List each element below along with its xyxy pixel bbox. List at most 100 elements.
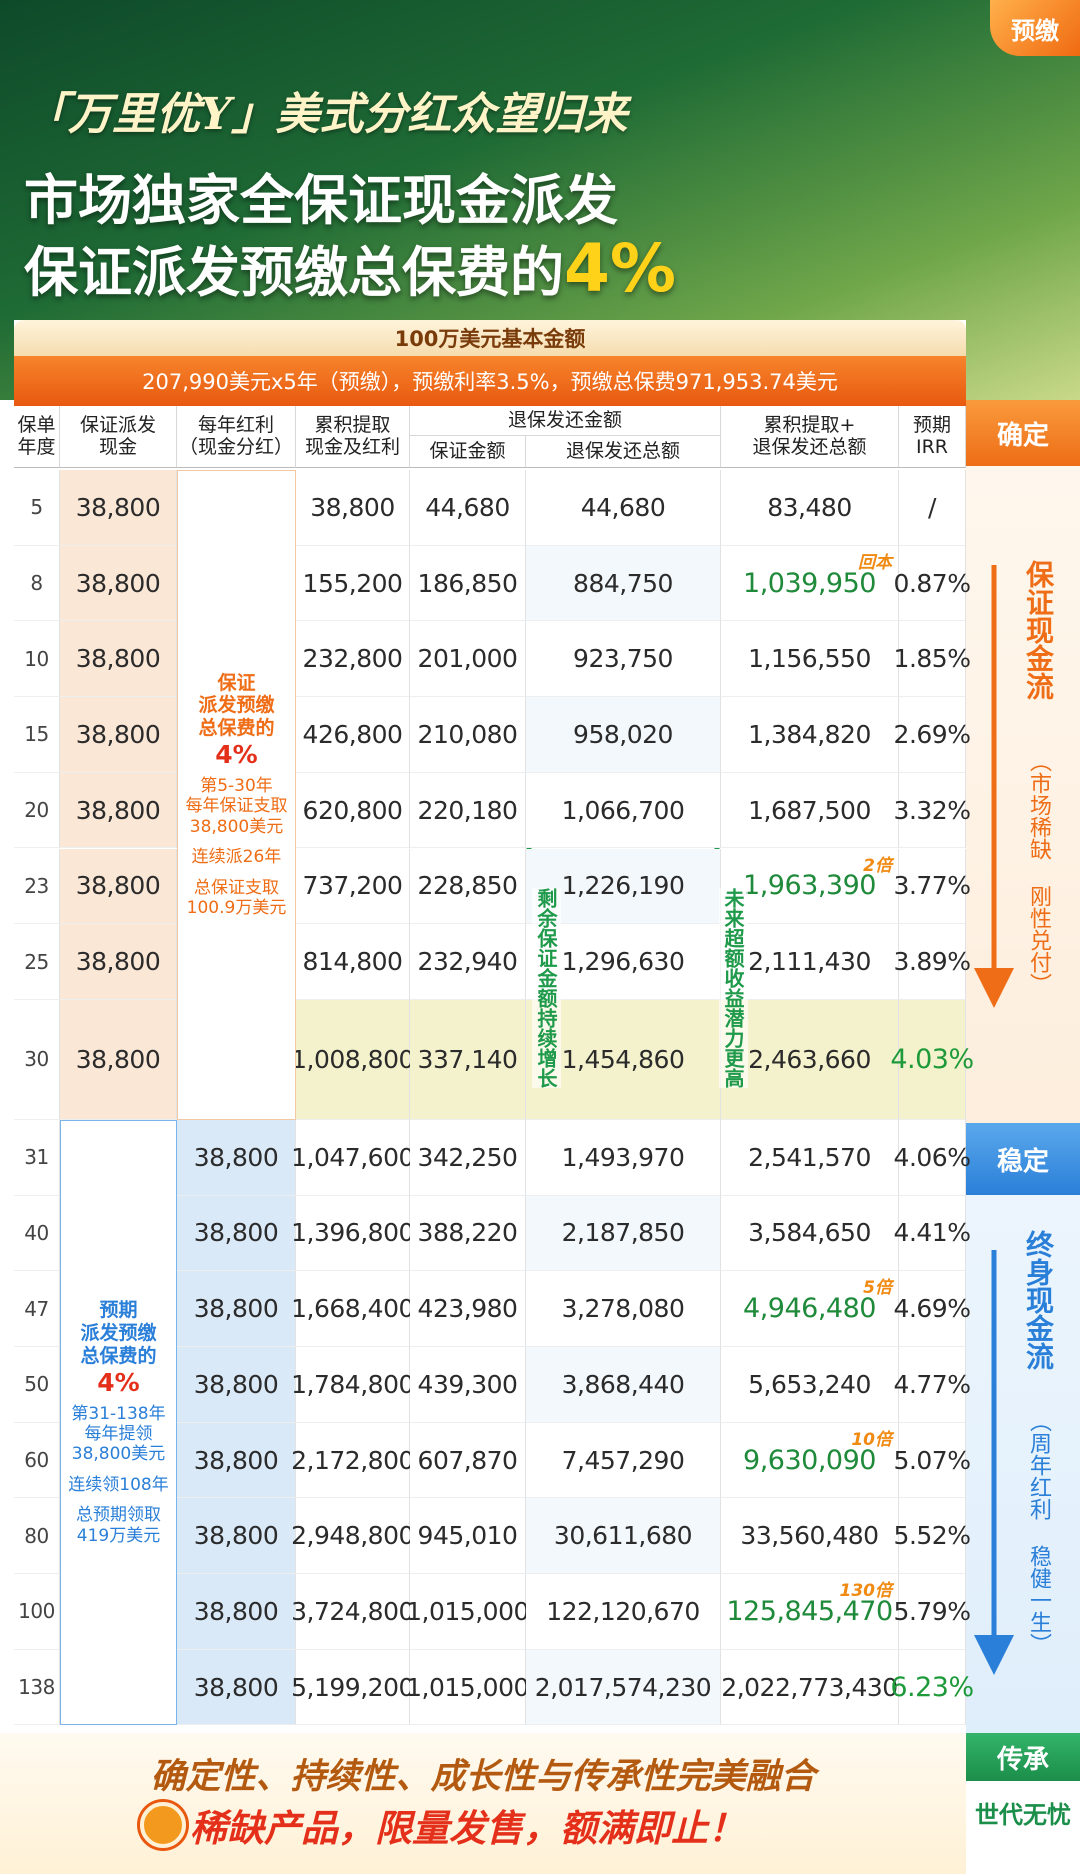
table-cell: 9,630,090 bbox=[721, 1422, 899, 1499]
footer-line-2: 稀缺产品，限量发售，额满即止！ bbox=[190, 1807, 745, 1850]
table-cell: 31 bbox=[14, 1119, 60, 1196]
table-cell: 2,111,430 bbox=[721, 924, 899, 1000]
clock-icon bbox=[140, 1802, 186, 1848]
table-cell: 337,140 bbox=[410, 999, 526, 1120]
header-line: IRR bbox=[915, 435, 948, 458]
table-cell: 38,800 bbox=[177, 1498, 296, 1575]
table-cell: 423,980 bbox=[410, 1271, 526, 1347]
table-cell: 7,457,290 bbox=[526, 1422, 721, 1499]
table-cell: 945,010 bbox=[410, 1498, 526, 1575]
table-cell: 3,278,080 bbox=[526, 1271, 721, 1347]
badge: 预缴 bbox=[990, 0, 1080, 56]
table-cell: 5.79% bbox=[894, 1574, 971, 1650]
tag: 2倍 bbox=[863, 855, 892, 876]
table-cell: 958,020 bbox=[526, 697, 721, 773]
table-cell: 186,850 bbox=[410, 545, 526, 622]
table-cell: 201,000 bbox=[410, 621, 526, 698]
table-cell: 3.77% bbox=[894, 848, 971, 925]
table-cell: 1,668,400 bbox=[291, 1271, 414, 1347]
table-cell: 607,870 bbox=[410, 1422, 526, 1499]
table-cell: 0.87% bbox=[894, 545, 971, 622]
table-cell: 3,724,800 bbox=[291, 1574, 414, 1650]
table-cell: 33,560,480 bbox=[721, 1498, 899, 1575]
table-cell: 125,845,470 bbox=[721, 1574, 899, 1650]
table-cell: 220,180 bbox=[410, 772, 526, 849]
guaranteed-note: 保证 派发预缴 总保费的 4% 第5-30年 每年保证支取 38,800美元 连续派26年 总保… bbox=[177, 470, 296, 1120]
note-span: 连续派26年 bbox=[191, 847, 282, 868]
side-certain-sub: （市场稀缺 刚性兑付） bbox=[1026, 750, 1051, 995]
table-cell: 6.23% bbox=[890, 1649, 974, 1726]
table-cell: 20 bbox=[14, 772, 60, 849]
table-cell: 38,800 bbox=[177, 1347, 296, 1423]
tag: 回本 bbox=[858, 552, 892, 573]
table-cell: 38,800 bbox=[177, 1649, 296, 1726]
table-cell: 38,800 bbox=[60, 924, 177, 1000]
header-cell: 预期 IRR bbox=[899, 406, 966, 468]
table-cell: 3.89% bbox=[894, 924, 971, 1000]
table-cell: 38,800 bbox=[60, 772, 177, 849]
side-stable-sub: （周年红利 稳健一生） bbox=[1026, 1410, 1051, 1655]
header-cell: 保单 年度 bbox=[14, 406, 60, 468]
header-line: （现金分红） bbox=[178, 435, 293, 458]
table-cell: 1,047,600 bbox=[291, 1119, 414, 1196]
header-line: 退保发还总额 bbox=[752, 435, 867, 458]
header-line: 保单 bbox=[17, 413, 56, 436]
header-line: 累积提取 bbox=[314, 413, 391, 436]
table-cell: 38,800 bbox=[177, 1422, 296, 1499]
note-detail: 每年保证支取 bbox=[185, 796, 288, 817]
table-cell: 1,493,970 bbox=[526, 1119, 721, 1196]
side-lower-bg bbox=[966, 1123, 1080, 1733]
table-cell: 342,250 bbox=[410, 1119, 526, 1196]
table-cell: 44,680 bbox=[410, 470, 526, 546]
note-detail: 第5-30年 bbox=[200, 775, 273, 796]
table-cell: 4.06% bbox=[894, 1119, 971, 1196]
table-cell: 1,066,700 bbox=[526, 772, 721, 849]
header-cell: 累积提取 现金及红利 bbox=[296, 406, 410, 468]
header-line: 累积提取+ bbox=[763, 413, 856, 436]
table-title: 100万美元基本金额 bbox=[14, 320, 966, 356]
header-line: 退保发还总额 bbox=[565, 439, 680, 462]
note-lead: 派发预缴 bbox=[198, 694, 275, 717]
table-cell: 2.69% bbox=[894, 697, 971, 773]
table-cell: 2,541,570 bbox=[721, 1119, 899, 1196]
header-line: 每年红利 bbox=[197, 413, 274, 436]
side-legacy-sub: 世代无忧 bbox=[975, 1801, 1071, 1829]
table-cell: 5.07% bbox=[894, 1422, 971, 1499]
table-cell: 4,946,480 bbox=[721, 1271, 899, 1347]
header-cell: 保证金额 bbox=[410, 436, 526, 468]
note-lead: 保证 bbox=[217, 671, 256, 694]
note-detail: 38,800美元 bbox=[189, 816, 284, 837]
table-cell: 1,015,000 bbox=[406, 1574, 529, 1650]
note-total: 总保证支取 bbox=[194, 877, 279, 898]
table-cell: 1,963,390 bbox=[721, 848, 899, 925]
table-cell: 25 bbox=[14, 924, 60, 1000]
note-lead: 总保费的 bbox=[198, 717, 275, 740]
table-cell: 38,800 bbox=[60, 545, 177, 622]
table-subtitle: 207,990美元x5年（预缴），预缴利率3.5%，预缴总保费971,953.7… bbox=[14, 356, 966, 406]
headline-highlight: 4% bbox=[564, 230, 677, 307]
arrow-text: 剩余保证金额持续增长 bbox=[532, 888, 561, 1088]
table-cell: 83,480 bbox=[721, 470, 899, 546]
table-cell: 3,584,650 bbox=[721, 1195, 899, 1272]
header-line: 现金及红利 bbox=[304, 435, 400, 458]
table-cell: 38,800 bbox=[177, 1119, 296, 1196]
table-cell: 30,611,680 bbox=[526, 1498, 721, 1575]
header-cell: 保证派发 现金 bbox=[60, 406, 177, 468]
table-cell: 3.32% bbox=[894, 772, 971, 849]
note-detail: 每年提领 bbox=[84, 1424, 153, 1445]
table-cell: 15 bbox=[14, 697, 60, 773]
table-cell: 40 bbox=[14, 1195, 60, 1272]
table-cell: 38,800 bbox=[60, 621, 177, 698]
table-cell: 1.85% bbox=[894, 621, 971, 698]
table-cell: 138 bbox=[14, 1649, 60, 1726]
table-cell: 4.03% bbox=[890, 999, 974, 1120]
table-cell: 439,300 bbox=[410, 1347, 526, 1423]
table-cell: 44,680 bbox=[526, 470, 721, 546]
header-line: 年度 bbox=[17, 435, 56, 458]
note-detail: 第31-138年 bbox=[71, 1403, 166, 1424]
table-cell: 2,172,800 bbox=[291, 1422, 414, 1499]
table-cell: 38,800 bbox=[60, 697, 177, 773]
table-cell: 814,800 bbox=[296, 924, 410, 1000]
arrow-text: 未来超额收益潜力更高 bbox=[719, 888, 748, 1088]
